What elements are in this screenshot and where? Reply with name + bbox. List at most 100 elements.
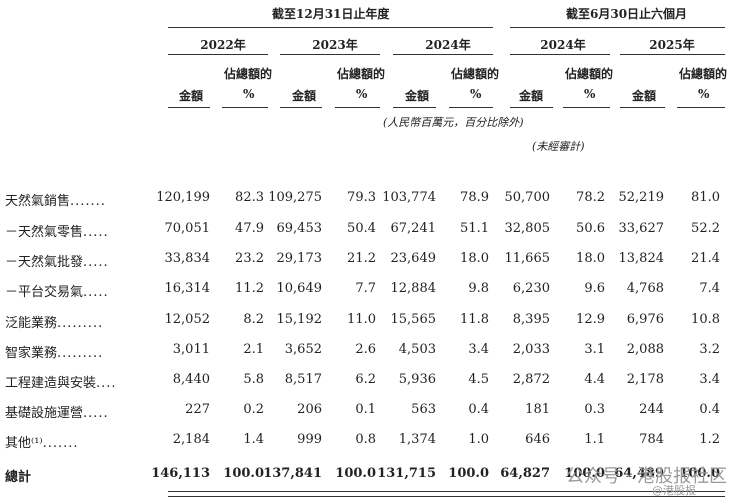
amount-cell: 2,184: [172, 432, 210, 447]
share-cell: 8.2: [243, 312, 264, 327]
amount-cell: 2,872: [512, 372, 550, 387]
share-cell: 3.4: [468, 342, 489, 357]
amount-cell: 3,011: [172, 342, 210, 357]
share-cell: 0.2: [243, 402, 264, 417]
row-label-text: －平台交易氣: [5, 285, 84, 300]
watermark-handle: @港股报: [652, 484, 696, 497]
share-pct-1: %: [243, 87, 255, 101]
row-label-text: 智家業務: [5, 346, 58, 361]
rule-sub: [449, 107, 493, 108]
row-label: －平台交易氣.....: [5, 281, 109, 300]
amount-cell: 206: [297, 402, 322, 417]
amount-cell: 32,805: [504, 221, 551, 236]
share-pct-3: %: [470, 87, 482, 101]
share-cell: 4.5: [468, 372, 489, 387]
row-label-text: －天然氣零售: [5, 225, 84, 240]
amount-cell: 131,715: [377, 466, 436, 481]
amount-cell: 29,173: [276, 251, 323, 266]
share-cell: 6.2: [355, 372, 376, 387]
amount-cell: 12,052: [164, 312, 211, 327]
rule-year-2: [280, 54, 380, 55]
amount-header-3: 金額: [405, 89, 430, 103]
share-cell: 78.9: [460, 190, 489, 205]
amount-cell: 3,652: [284, 342, 322, 357]
amount-cell: 23,649: [390, 251, 437, 266]
share-cell: 4.4: [584, 372, 605, 387]
share-cell: 0.3: [584, 402, 605, 417]
share-cell: 0.1: [355, 402, 376, 417]
row-label: 天然氣銷售.......: [5, 190, 106, 209]
amount-header-4: 金額: [519, 89, 544, 103]
share-cell: 21.2: [347, 251, 376, 266]
header-six-months: 截至6月30日止六個月: [566, 7, 688, 21]
rule-sub: [563, 107, 610, 108]
amount-cell: 8,440: [172, 372, 210, 387]
rule-sub: [510, 107, 553, 108]
share-cell: 1.1: [584, 432, 605, 447]
share-cell: 47.9: [235, 221, 264, 236]
amount-cell: 69,453: [276, 221, 323, 236]
share-cell: 82.3: [235, 190, 264, 205]
rule-sub: [335, 107, 380, 108]
share-cell: 2.1: [243, 342, 264, 357]
share-cell: 3.4: [699, 372, 720, 387]
share-cell: 1.0: [468, 432, 489, 447]
share-cell: 52.2: [691, 221, 720, 236]
amount-cell: 64,827: [500, 466, 550, 481]
share-header-3: 佔總額的: [451, 67, 500, 81]
row-label-text: －天然氣批發: [5, 255, 84, 270]
row-label-text: 總計: [5, 470, 32, 485]
share-cell: 18.0: [576, 251, 605, 266]
share-header-4: 佔總額的: [565, 67, 614, 81]
row-label-text: 基礎設施運營: [5, 406, 84, 421]
leader-dots: .......: [42, 436, 79, 451]
amount-cell: 10,649: [276, 281, 323, 296]
amount-cell: 109,275: [268, 190, 322, 205]
amount-header-1: 金額: [179, 89, 204, 103]
leader-dots: .......: [70, 194, 106, 209]
year-header-3: 2024年: [425, 38, 471, 52]
share-cell: 100.0: [679, 466, 720, 481]
row-label: 智家業務.........: [5, 342, 103, 361]
share-cell: 79.3: [347, 190, 376, 205]
share-cell: 51.1: [460, 221, 489, 236]
share-cell: 1.2: [699, 432, 720, 447]
amount-cell: 67,241: [390, 221, 437, 236]
share-cell: 100.0: [564, 466, 605, 481]
leader-dots: .....: [83, 285, 109, 300]
amount-cell: 70,051: [164, 221, 211, 236]
watermark-text: 公众号 · 港股报社区: [566, 466, 728, 487]
amount-cell: 244: [639, 402, 664, 417]
share-cell: 3.1: [584, 342, 605, 357]
rule-sub: [393, 107, 436, 108]
amount-cell: 33,834: [164, 251, 211, 266]
amount-cell: 2,033: [512, 342, 550, 357]
rule-six-months: [510, 27, 725, 28]
share-cell: 21.4: [691, 251, 720, 266]
row-label: －天然氣零售.....: [5, 221, 109, 240]
amount-cell: 8,517: [284, 372, 322, 387]
share-cell: 12.9: [576, 312, 605, 327]
share-cell: 81.0: [691, 190, 720, 205]
rule-year-4: [510, 54, 610, 55]
rule-year-5: [620, 54, 725, 55]
share-cell: 7.4: [699, 281, 720, 296]
row-label-text: 其他⁽¹⁾: [5, 436, 43, 451]
unaudited-note: (未經審計): [532, 140, 585, 153]
rule-sub: [620, 107, 665, 108]
amount-cell: 11,665: [504, 251, 551, 266]
share-pct-4: %: [584, 87, 596, 101]
unit-note: (人民幣百萬元，百分比除外): [383, 116, 524, 129]
share-cell: 11.0: [347, 312, 376, 327]
amount-cell: 563: [411, 402, 436, 417]
row-label: －天然氣批發.....: [5, 251, 109, 270]
share-cell: 5.8: [243, 372, 264, 387]
amount-cell: 103,774: [382, 190, 436, 205]
amount-cell: 646: [525, 432, 550, 447]
amount-cell: 4,768: [626, 281, 664, 296]
amount-cell: 13,824: [618, 251, 665, 266]
row-label-text: 天然氣銷售: [5, 194, 71, 209]
amount-cell: 6,976: [626, 312, 664, 327]
share-cell: 50.4: [347, 221, 376, 236]
amount-cell: 12,884: [390, 281, 437, 296]
